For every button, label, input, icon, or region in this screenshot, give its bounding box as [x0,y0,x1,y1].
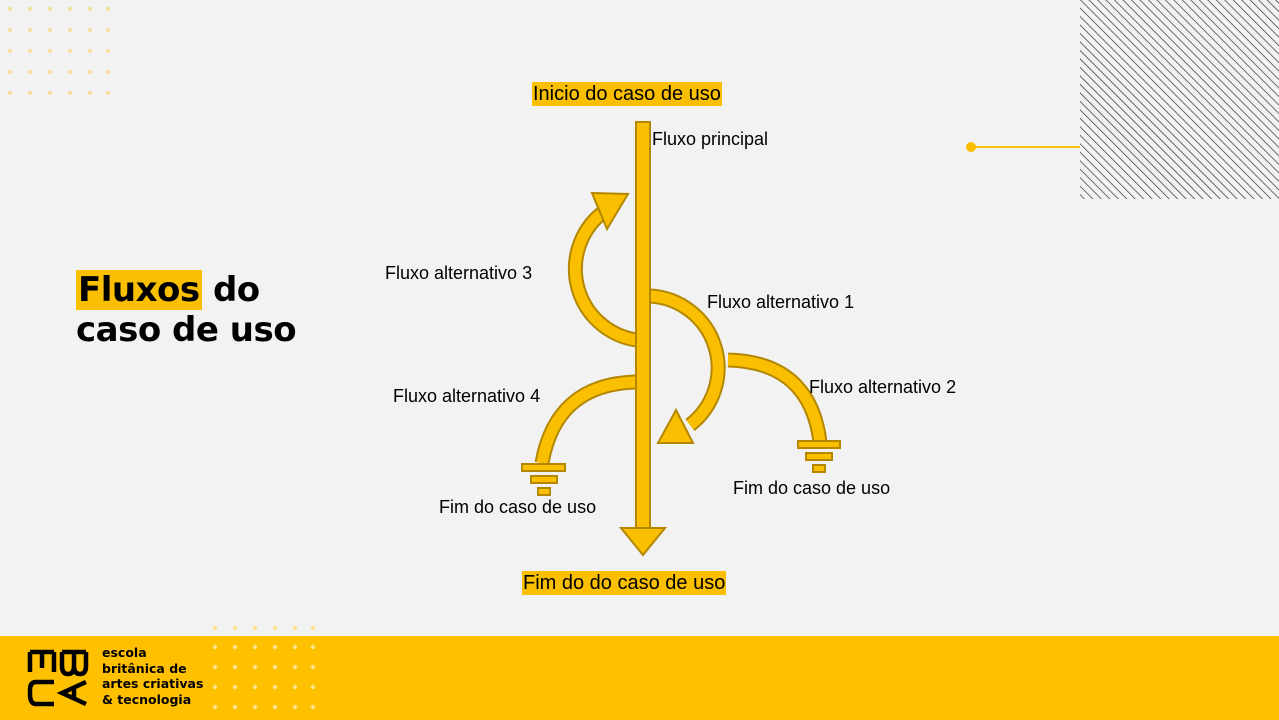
brand-line-2: britânica de [102,660,187,676]
brand-line-4: & tecnologia [102,691,192,707]
brand-line-1: escola [102,645,147,660]
alt-flow-4-label: Fluxo alternativo 4 [393,386,541,406]
slide-title: Fluxos do caso de uso [76,270,297,350]
end-terminal-right [797,440,841,473]
title-text-line2: caso de uso [76,310,297,350]
alt-flow-3-label: Fluxo alternativo 3 [385,263,533,283]
decorative-hatch-pattern [1080,0,1279,199]
decorative-connector-line [966,142,1080,152]
main-flow-label: Fluxo principal [652,129,769,149]
title-text-line1: do [201,270,260,310]
decorative-dot-grid [7,6,111,96]
alt-flow-1-arrowhead [656,407,695,444]
end-terminal-left [521,463,566,496]
alt-flow-3-arrow [567,207,638,348]
end-main-label: Fim do do caso de uso [522,571,727,595]
alt-flow-1-arrow [649,288,726,431]
ebac-logo-icon [27,649,89,707]
brand-line-3: artes criativas [102,676,204,691]
alt-flow-2-label: Fluxo alternativo 2 [809,377,957,397]
alt-flow-3-arrowhead [590,191,630,232]
title-highlight: Fluxos [76,270,202,310]
start-label: Inicio do caso de uso [532,82,722,106]
end-label-right: Fim do caso de uso [733,478,891,498]
main-flow-arrowhead [618,527,668,557]
main-flow-shaft [635,121,651,531]
brand-wordmark: escola britânica de artes criativas & te… [102,645,222,707]
footer-dot-grid [212,625,316,710]
alt-flow-2-arrow [727,352,828,444]
alt-flow-1-label: Fluxo alternativo 1 [707,292,855,312]
alt-flow-4-arrow [534,374,637,465]
end-label-left: Fim do caso de uso [439,497,597,517]
